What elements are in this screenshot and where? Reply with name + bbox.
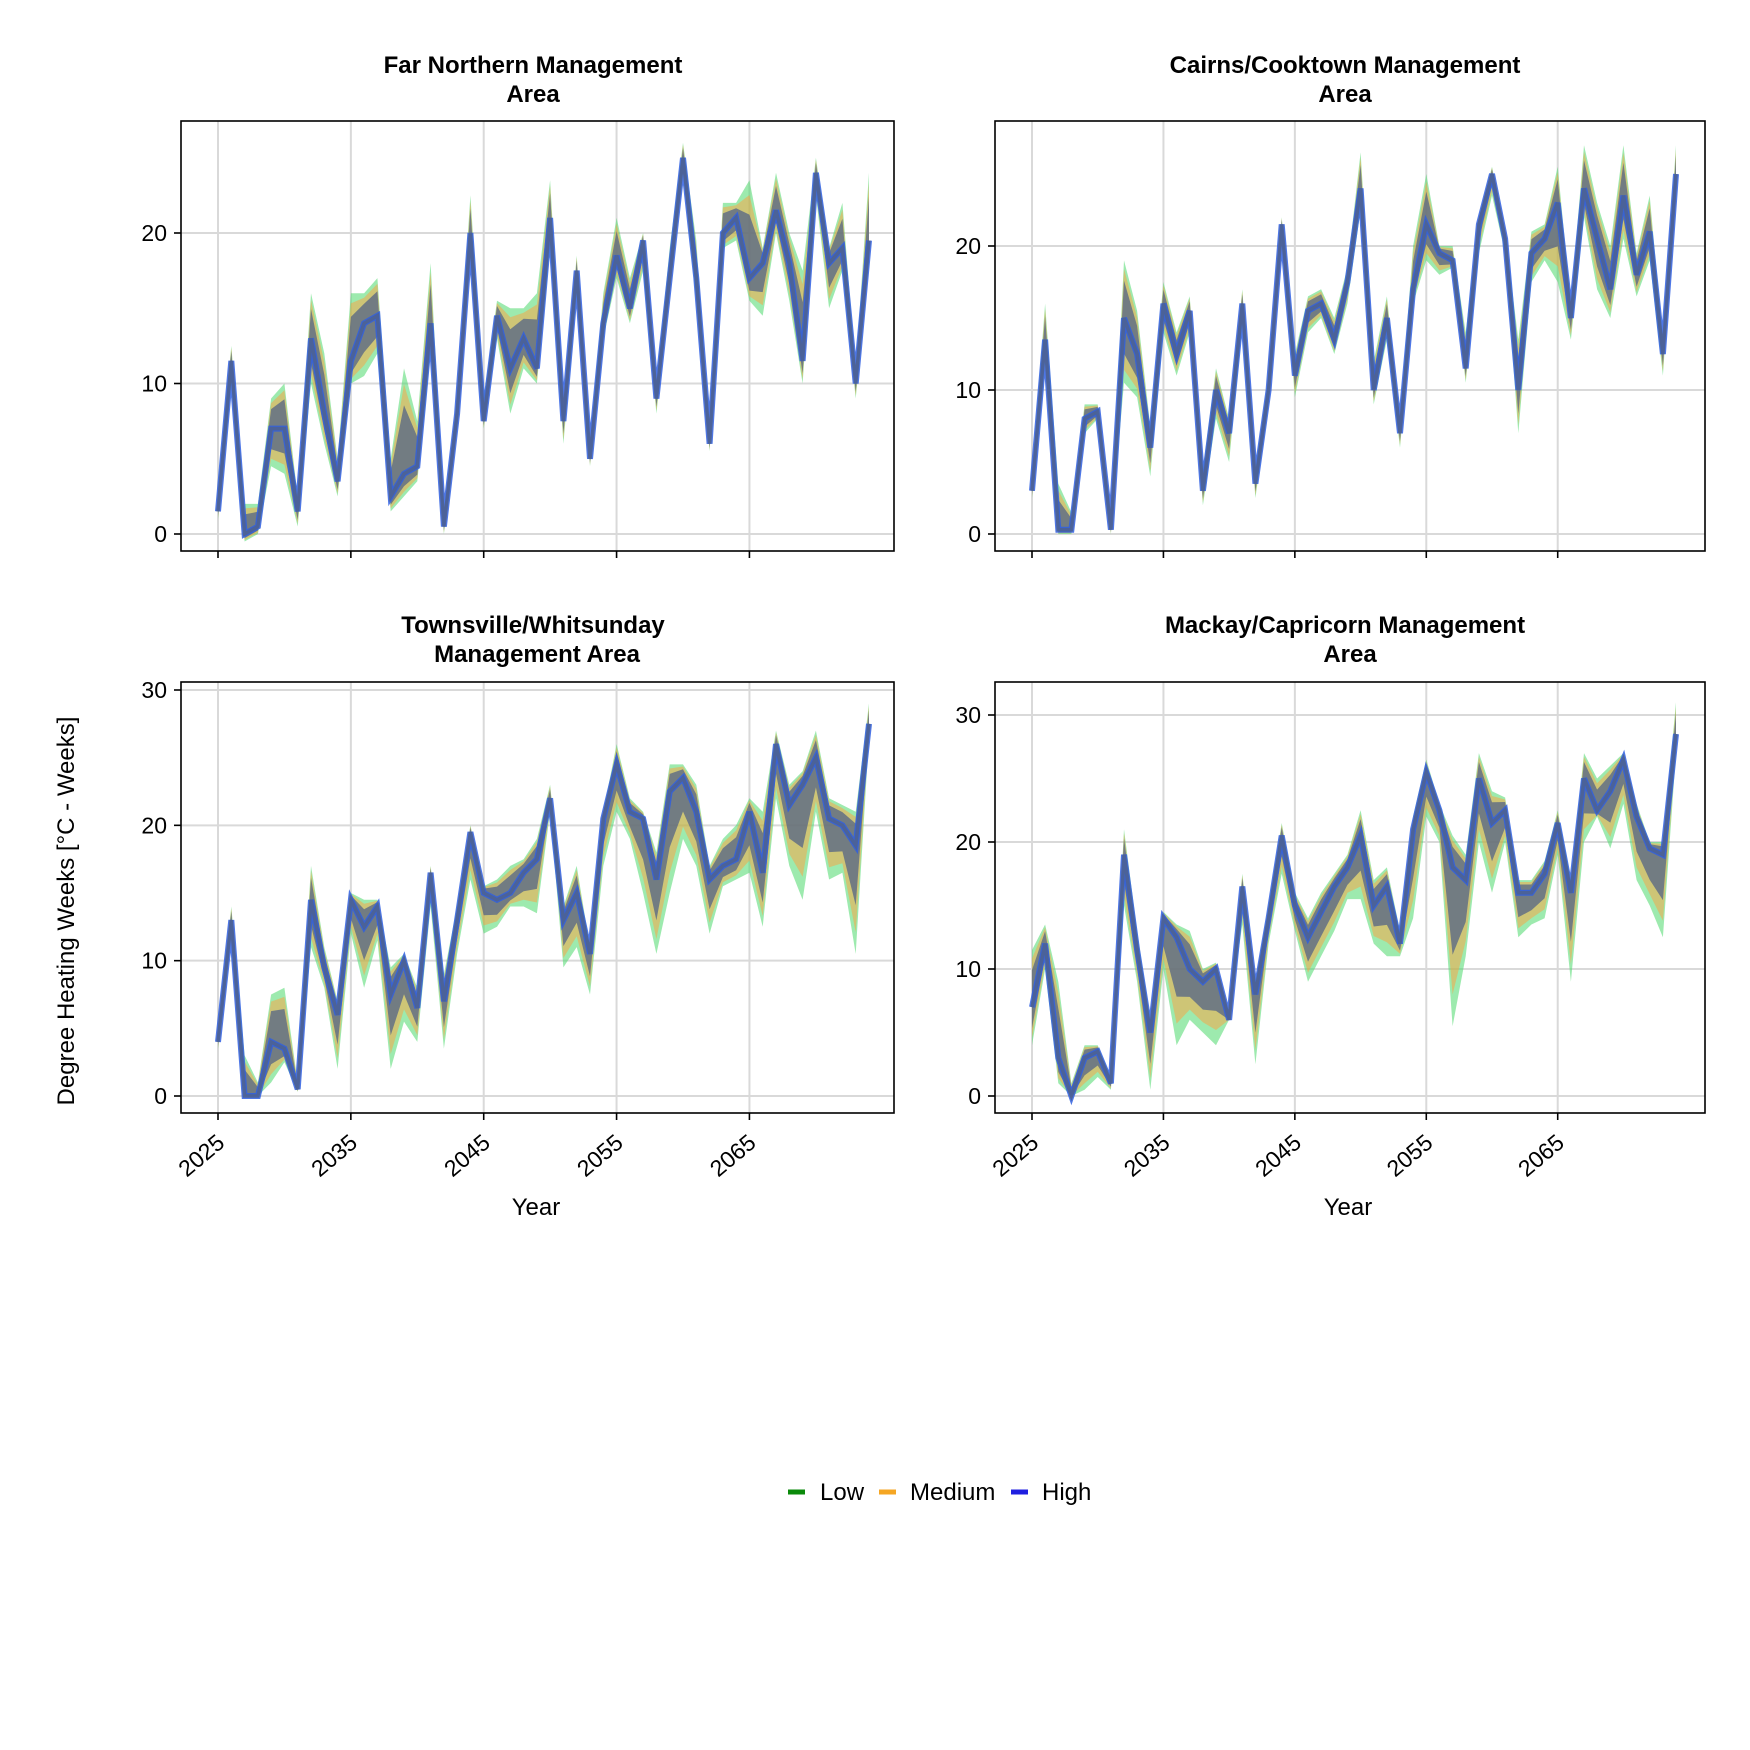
panel-title-line-1: Mackay/Capricorn Management: [1165, 612, 1525, 639]
panel-title-line-1: Townsville/Whitsunday: [401, 612, 665, 639]
panel-title-line-2: Area: [506, 81, 560, 108]
y-tick-labels: 0 10 20 30: [141, 677, 181, 1109]
x-tick-labels: 2025 2035 2045 2055 2065: [987, 1113, 1569, 1182]
y-tick-label: 0: [154, 521, 167, 547]
y-tick-label: 0: [968, 1083, 981, 1109]
x-axis-label-left: Year: [512, 1194, 561, 1221]
uncertainty-bands: [1032, 702, 1676, 1096]
y-tick-label: 20: [955, 829, 981, 855]
plot-frame: [180, 681, 895, 1114]
x-tick-label: 2025: [173, 1129, 229, 1182]
x-tick-label: 2055: [1382, 1129, 1438, 1182]
y-tick-labels: 0 10 20: [141, 220, 181, 547]
x-axis-label-right: Year: [1324, 1194, 1373, 1221]
panel-townsville-whitsunday: Townsville/Whitsunday Management Area 0 1…: [141, 612, 895, 1182]
legend-label-low: Low: [820, 1479, 865, 1506]
mean-line: [216, 157, 871, 537]
plot-frame: [994, 120, 1706, 552]
legend-label-high: High: [1042, 1479, 1091, 1506]
gridlines: [995, 682, 1705, 1113]
uncertainty-bands: [218, 703, 869, 1096]
y-tick-label: 0: [968, 521, 981, 547]
y-axis-label: Degree Heating Weeks [°C - Weeks]: [53, 717, 80, 1106]
y-tick-label: 0: [154, 1083, 167, 1109]
uncertainty-bands: [218, 142, 869, 542]
mean-line: [216, 723, 871, 1098]
plot-frame: [994, 681, 1706, 1114]
panel-mackay-capricorn: Mackay/Capricorn Management Area 0 10 20 30…: [955, 612, 1706, 1182]
medium-band: [218, 706, 869, 1096]
y-tick-label: 10: [955, 956, 981, 982]
y-tick-label: 10: [955, 377, 981, 403]
y-tick-labels: 0 10 20 30: [955, 702, 995, 1109]
x-tick-label: 2055: [572, 1129, 628, 1182]
medium-band: [218, 145, 869, 540]
panel-cairns-cooktown: Cairns/Cooktown Management Area 0 10 20: [955, 52, 1706, 558]
y-tick-label: 10: [141, 371, 167, 397]
mean-lines: [1029, 173, 1679, 533]
x-tick-label: 2035: [1119, 1129, 1175, 1182]
panel-title-line-1: Cairns/Cooktown Management: [1170, 52, 1521, 79]
x-tick-labels: [217, 551, 751, 558]
plot-frame: [180, 120, 895, 552]
y-tick-label: 20: [955, 233, 981, 259]
x-tick-label: 2025: [987, 1129, 1043, 1182]
panel-title-line-1: Far Northern Management: [384, 52, 683, 79]
y-tick-label: 20: [141, 220, 167, 246]
panel-title-line-2: Management Area: [434, 641, 640, 668]
x-tick-label: 2065: [1513, 1129, 1569, 1182]
legend-label-medium: Medium: [910, 1479, 995, 1506]
mean-line: [1030, 733, 1678, 1102]
x-tick-label: 2045: [1250, 1129, 1306, 1182]
mean-lines: [215, 723, 872, 1099]
y-tick-label: 30: [955, 702, 981, 728]
y-tick-labels: 0 10 20: [955, 233, 995, 547]
x-tick-label: 2035: [306, 1129, 362, 1182]
panel-title-line-2: Area: [1318, 81, 1372, 108]
x-tick-label: 2065: [705, 1129, 761, 1182]
mean-lines: [215, 157, 872, 539]
y-tick-label: 20: [141, 812, 167, 838]
x-tick-labels: [1031, 551, 1559, 558]
high-band: [1032, 713, 1676, 1096]
mean-lines: [1029, 733, 1679, 1106]
gridlines: [995, 121, 1705, 551]
x-tick-labels: 2025 2035 2045 2055 2065: [173, 1113, 761, 1182]
uncertainty-bands: [1032, 145, 1676, 534]
legend: Low Medium High: [788, 1479, 1091, 1506]
panel-title-line-2: Area: [1323, 641, 1377, 668]
y-tick-label: 10: [141, 948, 167, 974]
panel-far-northern: Far Northern Management Area 0 10 20: [141, 52, 895, 558]
mean-line: [1030, 173, 1678, 532]
x-tick-label: 2045: [439, 1129, 495, 1182]
y-tick-label: 30: [141, 677, 167, 703]
